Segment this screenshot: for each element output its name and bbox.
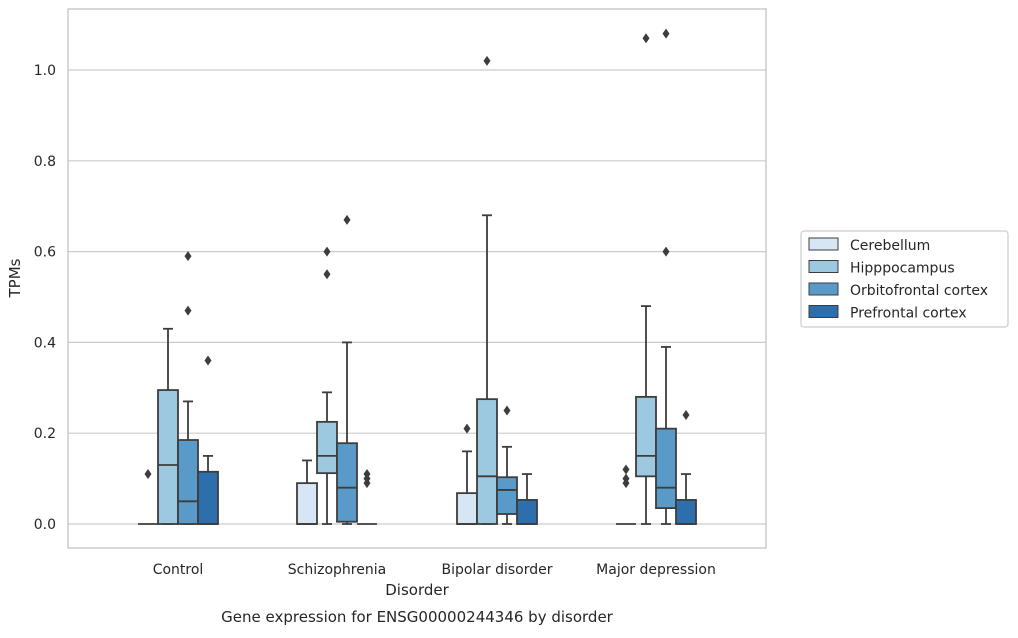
box-body bbox=[655, 427, 677, 510]
box-hipppocampus bbox=[635, 33, 657, 525]
box-body bbox=[177, 439, 199, 525]
outlier-point bbox=[503, 405, 511, 416]
outlier-point bbox=[682, 410, 690, 421]
legend: Cerebellum Hipppocampus Orbitofrontal cort… bbox=[800, 230, 1009, 328]
axis-layer: 0.0 0.2 0.4 0.6 0.8 1.0 Control Schizophrenia Bi… bbox=[34, 63, 716, 578]
plot-layer bbox=[138, 28, 697, 525]
outlier-point bbox=[363, 469, 371, 480]
legend-swatch bbox=[808, 305, 839, 318]
figure-caption: Gene expression for ENSG00000244346 by d… bbox=[221, 608, 614, 626]
legend-label: Orbitofrontal cortex bbox=[850, 283, 988, 299]
legend-frame bbox=[800, 230, 1009, 328]
x-axis-label: Disorder bbox=[385, 581, 449, 599]
box-prefrontal-cortex bbox=[357, 469, 377, 525]
box-orbitofrontal-cortex bbox=[336, 214, 358, 525]
legend-label: Hipppocampus bbox=[850, 261, 955, 277]
legend-swatch bbox=[808, 260, 839, 273]
box-body bbox=[157, 389, 179, 525]
box-body bbox=[316, 420, 338, 475]
outlier-point bbox=[204, 355, 212, 366]
box-hipppocampus bbox=[157, 327, 179, 525]
y-tick-label: 1.0 bbox=[34, 63, 56, 79]
box-cerebellum bbox=[616, 464, 636, 525]
outlier-point bbox=[622, 464, 630, 475]
outlier-point bbox=[323, 246, 331, 257]
box-cerebellum bbox=[138, 469, 158, 525]
legend-label: Cerebellum bbox=[850, 238, 930, 254]
outlier-point bbox=[463, 423, 471, 434]
box-body bbox=[496, 476, 518, 515]
box-orbitofrontal-cortex bbox=[655, 28, 677, 525]
outlier-point bbox=[662, 28, 670, 39]
box-prefrontal-cortex bbox=[675, 410, 697, 525]
legend-swatch bbox=[808, 282, 839, 296]
box-body bbox=[516, 499, 538, 525]
x-tick-label: Major depression bbox=[596, 562, 716, 578]
y-tick-label: 0.8 bbox=[34, 154, 56, 170]
y-tick-label: 0.6 bbox=[34, 245, 56, 261]
box-body bbox=[635, 395, 657, 478]
box-body bbox=[336, 442, 358, 523]
outlier-point bbox=[184, 305, 192, 316]
outlier-point bbox=[184, 251, 192, 262]
box-body bbox=[456, 492, 478, 525]
box-orbitofrontal-cortex bbox=[177, 251, 199, 525]
outlier-point bbox=[323, 269, 331, 280]
box-body bbox=[476, 398, 498, 525]
box-cerebellum bbox=[456, 423, 478, 525]
outlier-point bbox=[622, 473, 630, 484]
x-tick-label: Control bbox=[153, 562, 204, 578]
y-tick-label: 0.2 bbox=[34, 426, 56, 442]
x-tick-label: Bipolar disorder bbox=[441, 562, 552, 578]
box-cerebellum bbox=[296, 459, 318, 525]
plot-frame bbox=[67, 8, 767, 549]
outlier-point bbox=[144, 469, 152, 480]
box-hipppocampus bbox=[476, 55, 498, 525]
legend-swatch bbox=[808, 237, 839, 251]
y-tick-label: 0.0 bbox=[34, 517, 56, 533]
y-axis-label: TPMs bbox=[6, 258, 24, 298]
box-orbitofrontal-cortex bbox=[496, 405, 518, 525]
box-body bbox=[296, 482, 318, 525]
y-tick-label: 0.4 bbox=[34, 335, 56, 351]
box-prefrontal-cortex bbox=[197, 355, 219, 525]
outlier-point bbox=[662, 246, 670, 257]
outlier-point bbox=[642, 33, 650, 44]
box-body bbox=[197, 470, 219, 525]
x-tick-label: Schizophrenia bbox=[288, 562, 386, 578]
legend-label: Prefrontal cortex bbox=[850, 306, 967, 322]
box-hipppocampus bbox=[316, 246, 338, 525]
outlier-point bbox=[343, 214, 351, 225]
outlier-point bbox=[483, 55, 491, 66]
box-prefrontal-cortex bbox=[516, 473, 538, 525]
box-body bbox=[675, 499, 697, 525]
